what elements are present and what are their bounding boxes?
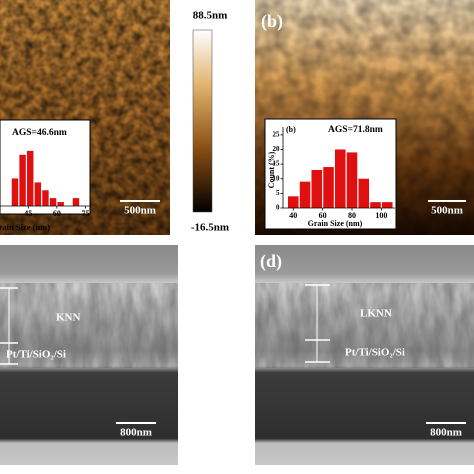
- inset-annotation: AGS=46.6nm: [12, 128, 67, 138]
- histogram-bar: [26, 150, 34, 206]
- y-tick-label: 5: [276, 189, 280, 197]
- inset-x-label: Grain Size (nm): [308, 219, 363, 228]
- x-tick-label: 100: [375, 211, 387, 220]
- panel-c: KNN Pt/Ti/SiO₂/Si 800nm: [0, 245, 178, 465]
- histogram-bar: [49, 198, 57, 206]
- scale-bar-label: 800nm: [120, 427, 152, 439]
- x-tick-label: 60: [53, 209, 61, 218]
- histogram-bar: [34, 182, 42, 206]
- histogram-bar: [57, 202, 64, 206]
- x-tick-label: 40: [289, 211, 297, 220]
- panel-a: AGS=46.6nm Grain Size (nm) 500nm 88.5nm …: [0, 0, 229, 235]
- histogram-bar: [288, 196, 299, 208]
- inset-y-label: Count (%): [267, 151, 276, 188]
- sem-texture: [255, 283, 474, 368]
- x-tick-label: 45: [24, 209, 32, 218]
- scale-bar-label: 500nm: [124, 205, 156, 217]
- film-label: KNN: [56, 312, 81, 324]
- substrate-label: Pt/Ti/SiO₂/Si: [6, 349, 66, 361]
- x-tick-label: 75: [81, 209, 89, 218]
- colorbar-max: 88.5nm: [193, 10, 228, 22]
- y-tick-label: 15: [273, 160, 281, 168]
- film-label: LKNN: [360, 308, 392, 320]
- histogram-bar: [11, 178, 19, 206]
- sem-texture: [0, 283, 178, 368]
- histogram-bar: [358, 178, 370, 208]
- panel-label: (d): [260, 251, 282, 272]
- scale-bar-label: 500nm: [431, 205, 463, 217]
- inset-label: (b): [286, 125, 296, 134]
- inset-annotation: AGS=71.8nm: [328, 125, 383, 135]
- x-tick-label: 60: [319, 211, 327, 220]
- histogram-bar: [334, 149, 346, 208]
- histogram-bar: [19, 154, 26, 206]
- histogram-bar: [346, 152, 358, 208]
- substrate-label: Pt/Ti/SiO₂/Si: [345, 347, 405, 359]
- histogram-bar: [381, 202, 393, 208]
- scale-bar-label: 800nm: [430, 427, 462, 439]
- panel-label: (b): [261, 11, 283, 32]
- histogram-bar: [42, 190, 49, 206]
- y-tick-label: 10: [273, 174, 281, 182]
- colorbar-min: -16.5nm: [191, 222, 229, 234]
- histogram-bar: [72, 198, 80, 206]
- x-tick-label: 80: [348, 211, 356, 220]
- y-tick-label: 0: [276, 204, 280, 212]
- histogram-bar: [370, 202, 381, 208]
- colorbar: [192, 29, 213, 213]
- y-tick-label: 25: [273, 130, 281, 138]
- panel-d: (d) LKNN Pt/Ti/SiO₂/Si 800nm: [255, 245, 474, 465]
- histogram-bar: [311, 169, 323, 208]
- histogram-bar: [299, 181, 311, 208]
- inset-x-label: Grain Size (nm): [0, 222, 50, 232]
- histogram-bar: [323, 167, 334, 208]
- y-tick-label: 20: [273, 145, 281, 153]
